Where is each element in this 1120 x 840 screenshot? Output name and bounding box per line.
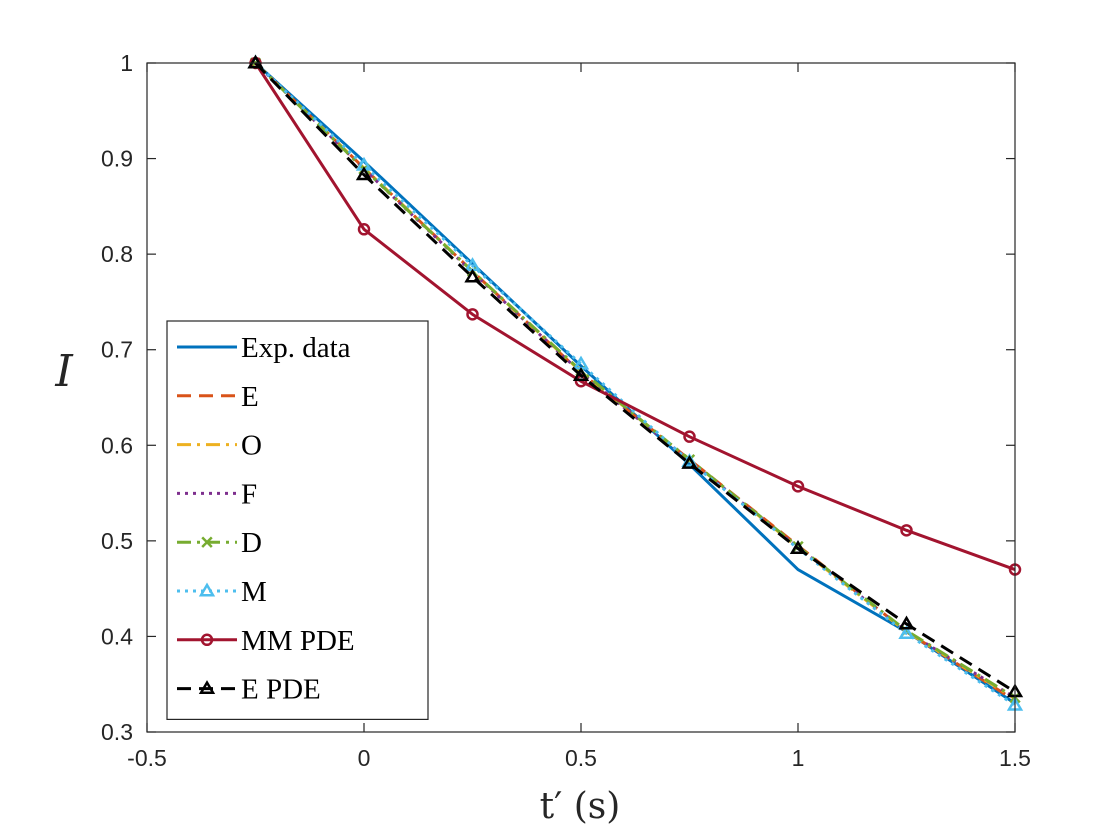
data-point-mm-pde xyxy=(791,480,805,493)
x-axis-title: t′ (s) xyxy=(540,786,621,827)
legend-label: M xyxy=(241,576,267,608)
data-point-m xyxy=(898,625,915,640)
y-axis-title: I xyxy=(54,346,74,397)
legend-marker xyxy=(201,536,213,548)
legend-marker xyxy=(198,680,216,695)
y-tick-label: 0.8 xyxy=(101,241,133,267)
data-point-mm-pde xyxy=(900,524,913,537)
data-point-e-pde xyxy=(681,454,698,469)
data-point-e-pde xyxy=(898,615,915,630)
data-point-e-pde xyxy=(355,166,373,181)
x-tick-label: 1.5 xyxy=(999,745,1031,771)
y-tick-label: 0.7 xyxy=(101,337,133,363)
series-line-d xyxy=(254,61,1016,699)
legend-item-o: O xyxy=(177,430,262,462)
y-tick-label: 0.4 xyxy=(101,623,133,649)
data-point-e-pde xyxy=(464,268,481,283)
series-mm-pde xyxy=(249,56,1022,576)
y-tick-label: 0.3 xyxy=(101,719,133,745)
x-tick-label: 0.5 xyxy=(565,745,597,771)
legend-marker xyxy=(198,582,216,597)
legend-label: F xyxy=(241,478,257,510)
legend-label: E xyxy=(241,381,259,413)
x-tick-label: -0.5 xyxy=(127,745,167,771)
legend-label: D xyxy=(241,527,262,559)
legend-item-mm-pde: MM PDE xyxy=(177,625,355,657)
series-line-e-pde xyxy=(254,61,1016,694)
x-tick-label: 0 xyxy=(358,745,371,771)
legend-item-d: D xyxy=(177,527,262,559)
data-point-mm-pde xyxy=(357,223,371,236)
legend-label: O xyxy=(241,430,262,462)
legend-label: E PDE xyxy=(241,674,321,706)
data-point-e-pde xyxy=(247,54,264,69)
data-point-e-pde xyxy=(572,367,590,381)
legend-label: MM PDE xyxy=(241,625,355,657)
legend-item-m: M xyxy=(177,576,267,608)
legend-marker xyxy=(200,633,214,647)
series-line-mm-pde xyxy=(254,62,1016,571)
legend-item-e-pde: E PDE xyxy=(177,674,321,706)
series-e-pde xyxy=(247,54,1024,698)
legend-box xyxy=(166,320,429,720)
legend-item-exp-data: Exp. data xyxy=(177,332,351,364)
y-tick-label: 0.6 xyxy=(101,432,133,458)
data-point-e-pde xyxy=(789,540,807,554)
axes-layer: -0.5 0 0.5 1 1.5 0.3 0.4 0.5 0.6 0.7 0.8 0.9 1 xyxy=(101,50,1031,771)
legend-label: Exp. data xyxy=(241,332,351,364)
y-tick-label: 0.5 xyxy=(101,528,133,554)
y-tick-label: 1 xyxy=(120,50,133,76)
legend-item-e: E xyxy=(177,381,259,413)
data-point-mm-pde xyxy=(466,308,479,321)
x-tick-label: 1 xyxy=(792,745,805,771)
legend-item-f: F xyxy=(177,478,257,510)
series-layer xyxy=(247,54,1024,711)
data-point-mm-pde xyxy=(683,430,696,443)
y-tick-label: 0.9 xyxy=(101,146,133,172)
